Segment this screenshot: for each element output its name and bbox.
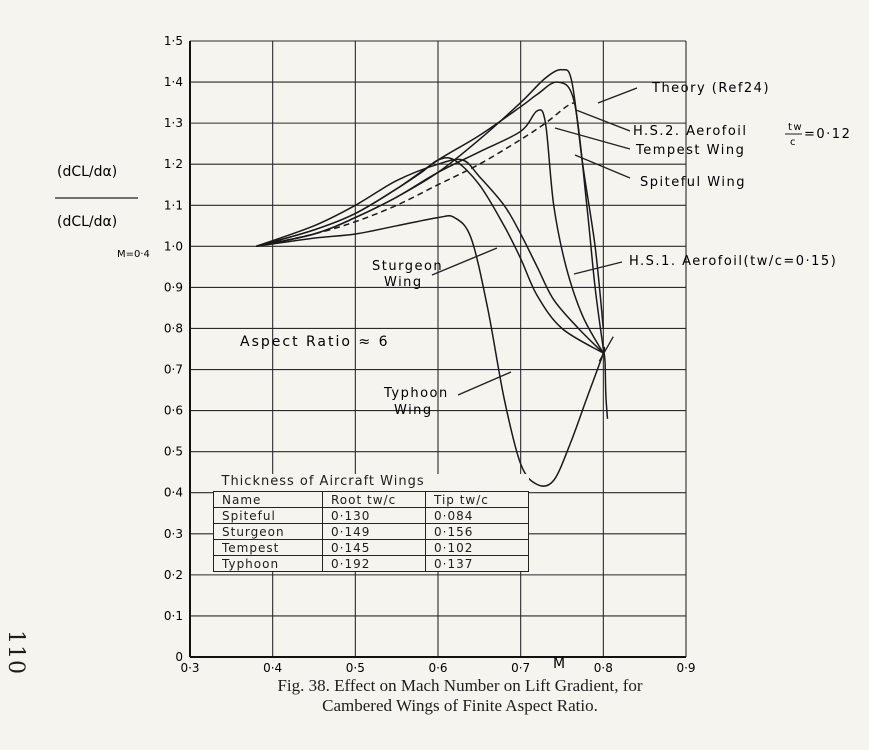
- label-sturgeon-1: Sturgeon: [372, 259, 443, 274]
- label-hs1: H.S.1. Aerofoil(tw/c=0·15): [629, 254, 837, 269]
- table-cell-name: Sturgeon: [213, 523, 323, 540]
- table-cell-root: 0·149: [322, 523, 426, 540]
- spiteful-leader: [574, 154, 631, 179]
- theory-leader: [597, 87, 638, 104]
- x-tick-label: 0·6: [428, 661, 447, 675]
- label-spiteful: Spiteful Wing: [640, 175, 746, 190]
- y-tick-label: 0·9: [164, 280, 183, 294]
- label-hs2: H.S.2. Aerofoil: [633, 124, 748, 139]
- x-tick-label: 0·9: [676, 661, 695, 675]
- series-line-2: [255, 68, 605, 329]
- series-line-4: [255, 158, 604, 354]
- table-row: Spiteful 0·130 0·084: [213, 507, 529, 524]
- label-typhoon-2: Wing: [394, 403, 433, 418]
- sturgeon-leader: [431, 247, 498, 276]
- caption-line-1: Fig. 38. Effect on Mach Number on Lift G…: [277, 676, 643, 695]
- table-title: Thickness of Aircraft Wings: [213, 474, 529, 492]
- table-cell-name: Spiteful: [213, 507, 323, 524]
- table-header-row: Name Root tw/c Tip tw/c: [213, 491, 529, 508]
- x-tick-label: 0·7: [511, 661, 530, 675]
- label-tempest: Tempest Wing: [635, 143, 745, 158]
- label-hs2-ratio-den: c: [790, 137, 797, 148]
- x-tick-label: 0·5: [346, 661, 365, 675]
- y-axis-label: (dCL/dα) (dCL/dα) M=0·4: [55, 164, 150, 260]
- y-tick-label: 0·4: [164, 486, 183, 500]
- y-tick-label: 0·5: [164, 445, 183, 459]
- y-tick-label: 1·1: [164, 198, 183, 212]
- x-axis-label: M: [553, 656, 567, 672]
- table-cell-name: Tempest: [213, 539, 323, 556]
- table-cell-tip: 0·102: [425, 539, 529, 556]
- y-tick-label: 1·0: [164, 239, 183, 253]
- label-typhoon-1: Typhoon: [383, 386, 449, 401]
- table-header-root: Root tw/c: [322, 491, 426, 508]
- hs1-leader: [573, 261, 623, 275]
- table-row: Sturgeon 0·149 0·156: [213, 523, 529, 540]
- y-tick-label: 1·2: [164, 157, 183, 171]
- table-cell-tip: 0·156: [425, 523, 529, 540]
- lift-gradient-chart: 0·3 0·4 0·5 0·6 0·7 0·8 0·9 0 0·1 0·2 0·3 0·4 0·5 0·6…: [55, 34, 851, 675]
- hs2-leader: [575, 109, 631, 132]
- y-tick-label: 0·6: [164, 404, 183, 418]
- y-label-denominator: (dCL/dα): [57, 214, 117, 230]
- page-number: 110: [3, 630, 28, 675]
- chart-curves: [255, 68, 614, 488]
- x-tick-label: 0·8: [594, 661, 613, 675]
- chart-annotations: Theory (Ref24) H.S.2. Aerofoil tw c =0·1…: [240, 81, 851, 672]
- series-line-0: [255, 101, 575, 248]
- thickness-table: Thickness of Aircraft Wings Name Root tw…: [213, 474, 529, 572]
- y-tick-label: 0·8: [164, 321, 183, 335]
- table-header-tip: Tip tw/c: [425, 491, 529, 508]
- table-cell-name: Typhoon: [213, 555, 323, 572]
- series-line-5: [255, 156, 604, 354]
- y-tick-label: 0·1: [164, 609, 183, 623]
- y-tick-label: 1·5: [164, 34, 183, 48]
- x-tick-label: 0·3: [180, 661, 199, 675]
- table-row: Typhoon 0·192 0·137: [213, 555, 529, 572]
- y-tick-label: 0: [175, 650, 183, 664]
- label-sturgeon-2: Wing: [384, 275, 423, 290]
- caption-line-2: Cambered Wings of Finite Aspect Ratio.: [322, 696, 598, 715]
- figure-caption: Fig. 38. Effect on Mach Number on Lift G…: [150, 676, 770, 716]
- x-tick-label: 0·4: [263, 661, 282, 675]
- table-cell-tip: 0·084: [425, 507, 529, 524]
- y-label-numerator: (dCL/dα): [57, 164, 117, 180]
- series-line-6: [256, 214, 609, 488]
- y-tick-label: 0·3: [164, 527, 183, 541]
- tempest-leader: [554, 127, 631, 150]
- label-hs2-ratio-val: =0·12: [804, 127, 851, 142]
- y-tick-label: 1·4: [164, 75, 183, 89]
- y-label-subscript: M=0·4: [117, 249, 150, 260]
- axis-tick-labels: 0·3 0·4 0·5 0·6 0·7 0·8 0·9 0 0·1 0·2 0·3 0·4 0·5 0·6…: [164, 34, 696, 675]
- table-cell-root: 0·130: [322, 507, 426, 524]
- table-cell-root: 0·192: [322, 555, 426, 572]
- table-title-row: Thickness of Aircraft Wings: [213, 474, 529, 492]
- aspect-ratio-note: Aspect Ratio ≈ 6: [240, 334, 390, 350]
- series-line-1: [255, 81, 605, 350]
- typhoon-leader: [457, 371, 512, 396]
- y-tick-label: 1·3: [164, 116, 183, 130]
- y-tick-label: 0·7: [164, 363, 183, 377]
- table-cell-tip: 0·137: [425, 555, 529, 572]
- label-theory: Theory (Ref24): [651, 81, 770, 96]
- convergence-tick: [598, 336, 614, 362]
- table-cell-root: 0·145: [322, 539, 426, 556]
- label-hs2-ratio-num: tw: [788, 122, 803, 133]
- table-header-name: Name: [213, 491, 323, 508]
- series-line-3: [255, 109, 604, 354]
- table-row: Tempest 0·145 0·102: [213, 539, 529, 556]
- y-tick-label: 0·2: [164, 568, 183, 582]
